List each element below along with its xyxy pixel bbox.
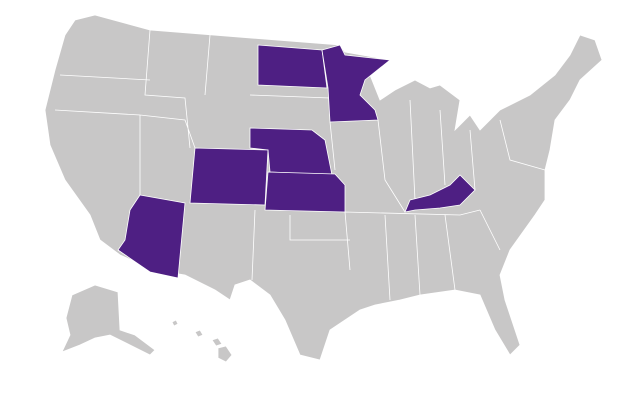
- colorado: [189, 147, 269, 206]
- minnesota: [321, 44, 392, 123]
- highlighted-states: [117, 44, 476, 279]
- alaska: [61, 284, 156, 356]
- hawaii: [171, 319, 233, 363]
- arizona: [117, 194, 186, 279]
- kansas: [264, 171, 346, 213]
- north-dakota: [257, 44, 328, 89]
- border-line: [54, 29, 546, 301]
- kentucky: [404, 174, 476, 213]
- state-borders: [54, 29, 546, 301]
